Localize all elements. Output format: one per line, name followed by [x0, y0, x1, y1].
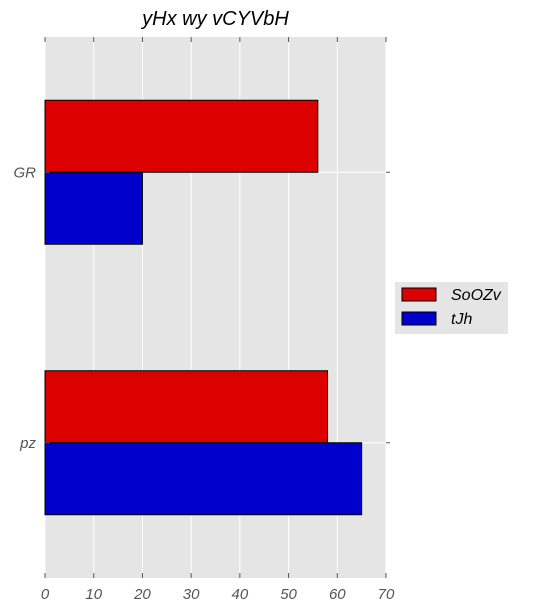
- y-tick-label: pz: [19, 435, 36, 452]
- x-tick-label: 70: [378, 586, 395, 603]
- legend-swatch: [401, 311, 437, 326]
- x-tick-label: 20: [133, 586, 151, 603]
- x-tick-label: 10: [85, 586, 102, 603]
- x-tick-label: 60: [329, 586, 346, 603]
- chart-title: yHx wy vCYVbH: [140, 8, 289, 30]
- bar: [44, 99, 319, 173]
- bar: [44, 442, 363, 516]
- x-tick-label: 30: [183, 586, 200, 603]
- y-tick-label: GR: [14, 164, 37, 181]
- x-tick-label: 40: [232, 586, 249, 603]
- bar: [44, 171, 143, 245]
- legend: SoOZv tJh: [395, 282, 508, 334]
- legend-label: tJh: [451, 311, 472, 328]
- bar: [44, 370, 329, 444]
- x-tick-label: 0: [41, 586, 50, 603]
- x-tick-label: 50: [280, 586, 297, 603]
- legend-swatch: [401, 287, 437, 302]
- legend-label: SoOZv: [451, 287, 502, 304]
